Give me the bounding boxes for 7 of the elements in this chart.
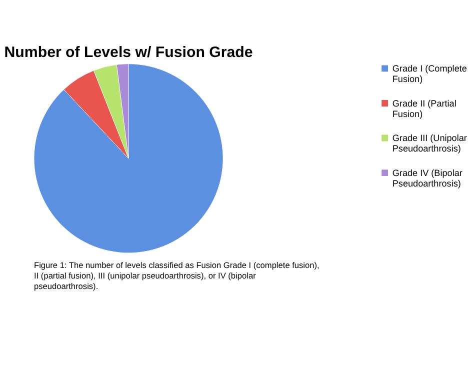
legend-label: Grade II (Partial Fusion)	[392, 98, 456, 119]
legend-label: Grade III (Unipolar Pseudoarthrosis)	[392, 133, 467, 154]
caption: Figure 1: The number of levels classified as Fusion Grade I (complete fusion), II (partial fusion), III (unipolar pseudoarthrosis), or IV (bipolar pseudoarthrosis).	[34, 260, 320, 292]
pie-slice	[34, 64, 224, 253]
legend-label: Grade I (Complete Fusion)	[392, 63, 467, 84]
chart-title: Number of Levels w/ Fusion Grade	[4, 44, 253, 62]
legend-label: Grade IV (Bipolar Pseudoarthrosis)	[392, 168, 462, 188]
